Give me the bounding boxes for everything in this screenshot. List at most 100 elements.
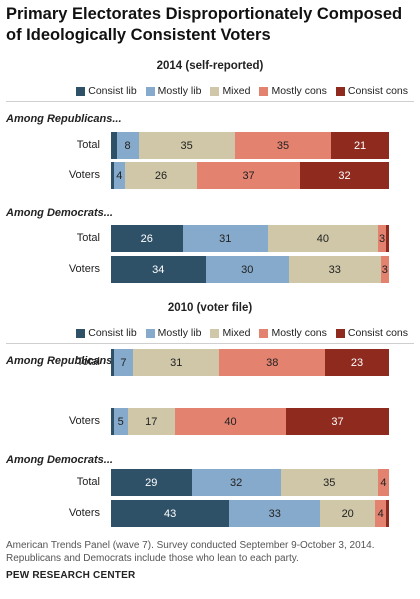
bar-value-label: 26: [155, 170, 167, 182]
bar-value-label: 37: [242, 170, 254, 182]
bar-value-label: 5: [118, 416, 124, 428]
bar-value-label: 35: [323, 477, 335, 489]
legend-label: Consist lib: [88, 85, 136, 97]
bar-segment-mostly-lib: 30: [206, 256, 289, 283]
stacked-bar: 29 32 35 4: [111, 469, 389, 496]
legend-swatch: [146, 87, 155, 96]
legend-label: Consist cons: [348, 327, 408, 339]
legend-label: Mostly cons: [271, 85, 326, 97]
bar-value-label: 34: [152, 264, 164, 276]
legend-swatch: [146, 329, 155, 338]
legend-swatch: [336, 329, 345, 338]
bar-segment-consist-cons: 37: [286, 408, 389, 435]
bar-segment-mostly-lib: 32: [192, 469, 281, 496]
group-label: Among Democrats...: [6, 207, 113, 219]
bar-value-label: 37: [331, 416, 343, 428]
row-label: Total: [0, 476, 100, 488]
bar-value-label: 30: [241, 264, 253, 276]
bar-segment-mostly-cons: 3: [378, 225, 386, 252]
row-label: Voters: [0, 507, 100, 519]
legend-item: Mostly cons: [259, 327, 326, 339]
chart-title: Primary Electorates Disproportionately C…: [6, 4, 414, 46]
bar-segment-consist-lib: 29: [111, 469, 192, 496]
bar-segment-mixed: 31: [133, 349, 219, 376]
legend-label: Consist lib: [88, 327, 136, 339]
bar-value-label: 4: [116, 170, 122, 182]
legend-swatch: [76, 87, 85, 96]
bar-value-label: 7: [120, 357, 126, 369]
group-label: Among Republicans...: [6, 113, 122, 125]
legend-label: Mostly lib: [158, 327, 202, 339]
bar-value-label: 33: [269, 508, 281, 520]
bar-value-label: 43: [164, 508, 176, 520]
bar-segment-mixed: 35: [139, 132, 235, 159]
stacked-bar: 26 31 40 3: [111, 225, 389, 252]
legend-swatch: [336, 87, 345, 96]
bar-segment-consist-cons: 23: [325, 349, 389, 376]
stacked-bar: 7 31 38 23: [111, 349, 389, 376]
bar-segment-mixed: 20: [320, 500, 375, 527]
legend-label: Mixed: [222, 327, 250, 339]
bar-segment-mostly-lib: 31: [183, 225, 268, 252]
bar-segment-mostly-lib: 7: [114, 349, 133, 376]
bar-segment-mixed: 33: [289, 256, 381, 283]
footnote: American Trends Panel (wave 7). Survey c…: [6, 539, 414, 565]
bar-segment-mostly-lib: 33: [229, 500, 320, 527]
legend-swatch: [210, 87, 219, 96]
stacked-bar: 5 17 40 37: [111, 408, 389, 435]
bar-segment-mixed: 40: [268, 225, 378, 252]
bar-segment-mixed: 26: [125, 162, 197, 189]
legend-item: Consist lib: [76, 327, 136, 339]
stacked-bar: 43 33 20 4: [111, 500, 389, 527]
bar-value-label: 33: [329, 264, 341, 276]
row-label: Voters: [0, 263, 100, 275]
section-divider: [6, 101, 414, 102]
legend-swatch: [210, 329, 219, 338]
bar-value-label: 38: [266, 357, 278, 369]
bar-value-label: 35: [181, 140, 193, 152]
bar-value-label: 31: [219, 233, 231, 245]
bar-value-label: 21: [354, 140, 366, 152]
section-divider: [6, 343, 414, 344]
legend-swatch: [76, 329, 85, 338]
legend-swatch: [259, 329, 268, 338]
row-label: Total: [0, 139, 100, 151]
stacked-bar: 34 30 33 3: [111, 256, 389, 283]
bar-value-label: 29: [145, 477, 157, 489]
bar-value-label: 32: [230, 477, 242, 489]
row-label: Voters: [0, 169, 100, 181]
bar-segment-mostly-lib: 8: [117, 132, 139, 159]
section-title: 2010 (voter file): [0, 302, 420, 314]
bar-segment-mostly-cons: 4: [378, 469, 389, 496]
bar-segment-consist-lib: 26: [111, 225, 183, 252]
legend-item: Mixed: [210, 327, 250, 339]
group-label: Among Democrats...: [6, 454, 113, 466]
row-label: Total: [0, 356, 100, 368]
bar-value-label: 4: [380, 477, 386, 489]
legend-item: Mostly cons: [259, 85, 326, 97]
legend-item: Mostly lib: [146, 85, 202, 97]
section-title: 2014 (self-reported): [0, 60, 420, 72]
bar-segment-mostly-cons: 37: [197, 162, 300, 189]
bar-value-label: 3: [379, 233, 385, 245]
stacked-bar: 4 26 37 32: [111, 162, 389, 189]
bar-segment-mostly-cons: 38: [219, 349, 325, 376]
bar-segment-mostly-cons: 3: [381, 256, 389, 283]
bar-value-label: 20: [342, 508, 354, 520]
legend-item: Consist cons: [336, 327, 408, 339]
legend-label: Mostly cons: [271, 327, 326, 339]
legend-item: Consist cons: [336, 85, 408, 97]
bar-value-label: 40: [317, 233, 329, 245]
bar-segment-mostly-cons: 40: [175, 408, 286, 435]
bar-segment-mostly-lib: 4: [114, 162, 125, 189]
bar-value-label: 8: [124, 140, 130, 152]
bar-segment-mixed: 17: [128, 408, 175, 435]
legend-item: Mixed: [210, 85, 250, 97]
bar-segment-mostly-lib: 5: [114, 408, 128, 435]
legend-label: Consist cons: [348, 85, 408, 97]
bar-segment-mostly-cons: 35: [235, 132, 331, 159]
legend-label: Mostly lib: [158, 85, 202, 97]
bar-value-label: 32: [338, 170, 350, 182]
bar-segment-consist-lib: 43: [111, 500, 229, 527]
stacked-bar: 8 35 35 21: [111, 132, 389, 159]
